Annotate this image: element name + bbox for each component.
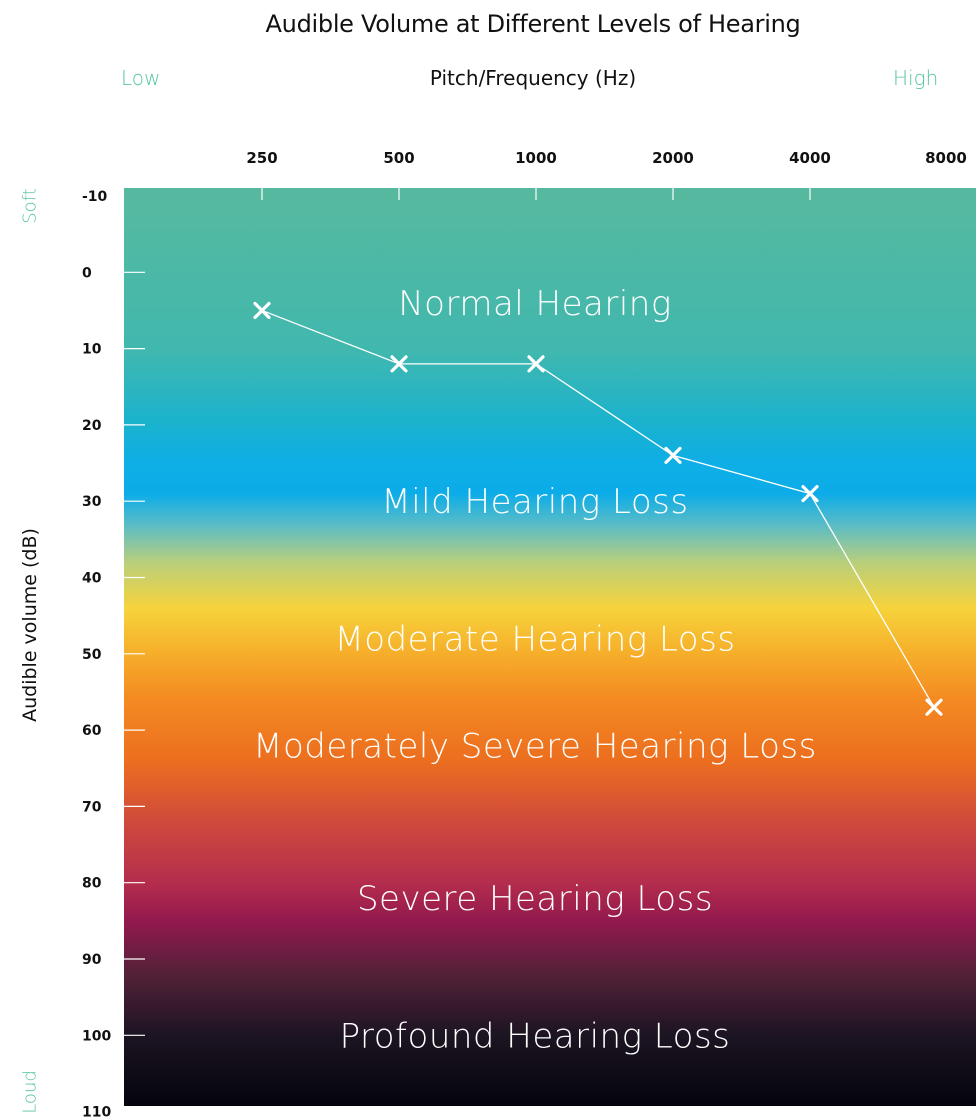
y-tick-label: 60 — [82, 723, 102, 739]
plot-area — [124, 188, 976, 1106]
x-tick-label: 1000 — [515, 149, 557, 167]
band-label: Mild Hearing Loss — [381, 482, 688, 522]
y-tick-label: -10 — [82, 189, 108, 205]
x-axis-ticks: 250 500 1000 2000 4000 8000 — [246, 149, 967, 200]
data-point-marker — [664, 446, 682, 465]
band-label: Severe Hearing Loss — [357, 879, 713, 919]
band-label: Profound Hearing Loss — [340, 1016, 731, 1056]
y-tick-label: 50 — [82, 647, 102, 663]
x-tick-label: 4000 — [789, 149, 831, 167]
x-tick-label: 2000 — [652, 149, 694, 167]
band-label: Moderately Severe Hearing Loss — [253, 726, 817, 766]
y-tick-label: 100 — [82, 1028, 111, 1044]
x-tick-label: 500 — [383, 149, 414, 167]
high-pitch-label: High — [893, 66, 939, 90]
y-tick-label: 110 — [82, 1105, 111, 1117]
y-tick-label: 40 — [82, 571, 102, 587]
y-tick-label: 80 — [82, 876, 102, 892]
data-point-marker — [253, 301, 271, 320]
y-axis-ticks: -10 0 10 20 30 40 50 60 70 80 90 100 110 — [82, 189, 145, 1117]
data-point-marker — [390, 355, 408, 373]
band-label: Normal Hearing — [398, 284, 672, 324]
low-pitch-label: Low — [121, 66, 161, 90]
hearing-threshold-series — [253, 301, 943, 716]
y-tick-label: 70 — [82, 799, 102, 815]
y-tick-label: 90 — [82, 952, 102, 968]
data-point-marker — [925, 698, 943, 716]
chart-title: Audible Volume at Different Levels of He… — [265, 10, 801, 38]
band-label: Moderate Hearing Loss — [334, 620, 735, 660]
y-tick-label: 0 — [82, 265, 92, 281]
series-line — [261, 309, 935, 708]
data-point-marker — [527, 355, 545, 373]
x-tick-label: 8000 — [925, 149, 967, 167]
data-point-marker — [801, 484, 819, 503]
hearing-level-bands: Normal Hearing Mild Hearing Loss Moderate … — [253, 284, 817, 1056]
y-tick-label: 30 — [82, 494, 102, 510]
x-axis-label: Pitch/Frequency (Hz) — [429, 66, 637, 90]
y-tick-label: 10 — [82, 342, 102, 358]
y-tick-label: 20 — [82, 418, 102, 434]
x-tick-label: 250 — [246, 149, 277, 167]
